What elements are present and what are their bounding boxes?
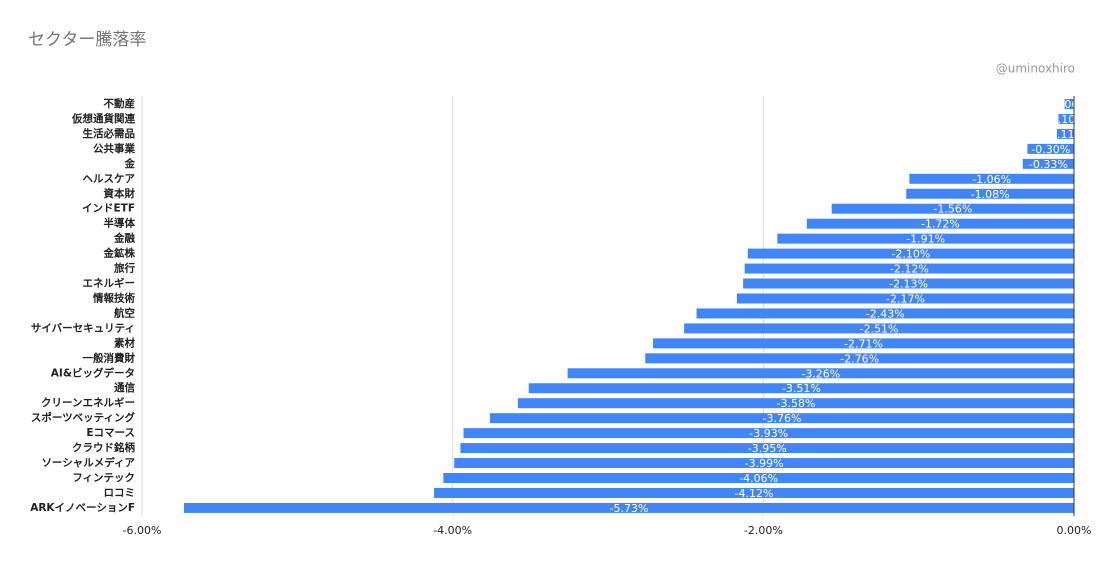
value-label: -2.17% — [886, 292, 925, 305]
bar — [1027, 143, 1074, 154]
bar — [736, 293, 1074, 304]
value-label: -2.43% — [866, 307, 905, 320]
value-label: -1.08% — [971, 188, 1010, 201]
bar — [831, 203, 1074, 214]
bar — [454, 458, 1075, 469]
value-label: -0.33% — [1029, 158, 1068, 171]
bar — [743, 278, 1074, 289]
category-label: ARKイノベーションF — [30, 502, 135, 514]
category-label: クラウド銘柄 — [72, 441, 135, 454]
category-label: 仮想通貨関連 — [71, 112, 135, 125]
bar — [909, 173, 1074, 184]
value-label: -2.51% — [860, 322, 899, 335]
value-label: -4.06% — [739, 472, 778, 485]
value-label: -0.10% — [1047, 113, 1086, 126]
value-label: -4.12% — [735, 487, 774, 500]
bar — [645, 353, 1074, 364]
bar — [183, 502, 1074, 513]
value-label: -2.76% — [840, 352, 879, 365]
value-label: -2.12% — [890, 263, 929, 276]
value-label: -0.30% — [1031, 143, 1070, 156]
category-label: 資本財 — [104, 187, 136, 200]
value-label: -3.95% — [748, 442, 787, 455]
category-label: 金鉱株 — [103, 247, 136, 260]
bar — [806, 218, 1074, 229]
category-label: サイバーセキュリティ — [31, 322, 135, 334]
value-label: -1.91% — [906, 233, 945, 246]
bar — [1056, 128, 1074, 139]
category-label: 素材 — [113, 336, 135, 349]
value-label: -1.72% — [921, 218, 960, 231]
annotation: @uminoxhiro — [996, 62, 1075, 76]
category-label: 旅行 — [114, 262, 135, 275]
chart-title: セクター騰落率 — [28, 30, 146, 50]
category-label: 航空 — [114, 306, 135, 319]
category-label: ヘルスケア — [83, 173, 136, 185]
category-label: エネルギー — [83, 277, 136, 290]
value-label: -3.76% — [763, 412, 802, 425]
category-label: インドETF — [82, 203, 135, 215]
category-label: ロコミ — [104, 487, 136, 499]
category-label: 不動産 — [104, 97, 136, 110]
value-label: -3.58% — [776, 397, 815, 410]
bar — [747, 248, 1074, 259]
category-label: 情報技術 — [93, 291, 135, 304]
bar — [684, 323, 1074, 334]
bar — [777, 233, 1074, 244]
category-label: スポーツベッティング — [31, 411, 136, 424]
bar — [696, 308, 1074, 319]
category-label: 公共事業 — [93, 142, 135, 155]
value-label: -2.71% — [844, 337, 883, 350]
value-label: -3.51% — [782, 382, 821, 395]
value-label: -1.56% — [933, 203, 972, 216]
value-label: -5.73% — [610, 502, 649, 515]
bar — [434, 487, 1074, 498]
bar — [463, 428, 1074, 439]
value-label: -1.06% — [972, 173, 1011, 186]
category-label: 通信 — [114, 381, 135, 394]
category-label: クリーンエネルギー — [41, 396, 135, 409]
bar — [489, 413, 1074, 424]
category-label: 半導体 — [104, 217, 136, 230]
x-tick-label: -6.00% — [123, 524, 162, 537]
category-label: Eコマース — [86, 427, 135, 439]
bar — [906, 188, 1074, 199]
category-label: フィンテック — [72, 472, 135, 484]
value-label: -2.10% — [891, 248, 930, 261]
bar — [653, 338, 1074, 349]
bar — [460, 443, 1074, 454]
bar — [443, 473, 1074, 483]
x-tick-label: 0.00% — [1057, 524, 1092, 537]
bar — [528, 383, 1074, 394]
bar — [744, 263, 1074, 274]
value-label: -0.11% — [1046, 128, 1085, 141]
bar — [1064, 99, 1074, 109]
category-label: 生活必需品 — [83, 127, 136, 140]
x-tick-label: -2.00% — [744, 524, 783, 537]
category-label: AI&ビッグデータ — [51, 366, 135, 379]
category-label: 一般消費財 — [83, 351, 136, 364]
x-tick-label: -4.00% — [433, 524, 472, 537]
bar — [1022, 158, 1074, 169]
value-label: -0.06% — [1050, 98, 1089, 111]
bar — [567, 368, 1074, 379]
value-label: -2.13% — [889, 278, 928, 291]
bar — [1058, 113, 1074, 124]
category-label: 金 — [124, 157, 136, 170]
bar — [517, 398, 1074, 409]
category-label: 金融 — [113, 232, 135, 245]
category-label: ソーシャルメディア — [41, 456, 135, 469]
value-label: -3.93% — [749, 427, 788, 440]
value-label: -3.99% — [745, 457, 784, 470]
value-label: -3.26% — [801, 367, 840, 380]
